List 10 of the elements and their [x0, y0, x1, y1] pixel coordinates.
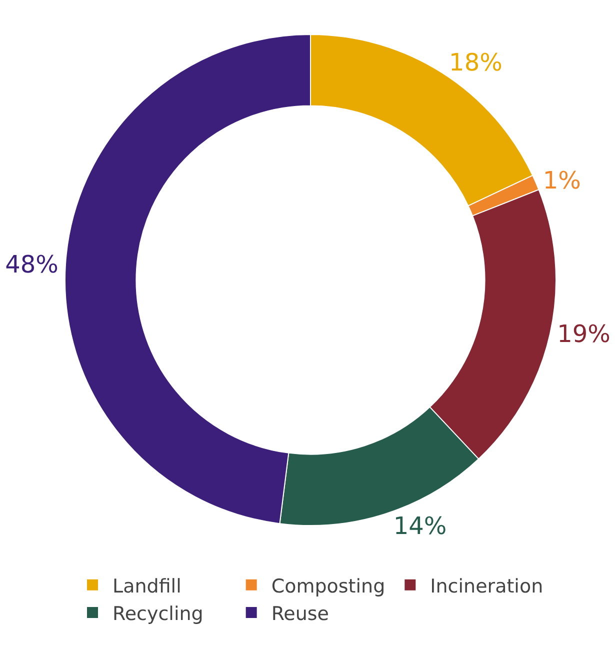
legend-label: Composting: [271, 575, 386, 598]
data-label: 18%: [449, 48, 502, 77]
data-label: 1%: [542, 166, 581, 194]
data-label: 48%: [5, 250, 58, 279]
legend-label: Landfill: [112, 575, 182, 598]
legend-label: Recycling: [112, 602, 204, 625]
legend-label: Reuse: [271, 602, 329, 625]
legend-label: Incineration: [430, 575, 544, 598]
data-label: 19%: [557, 320, 610, 348]
data-label: 14%: [393, 512, 447, 540]
